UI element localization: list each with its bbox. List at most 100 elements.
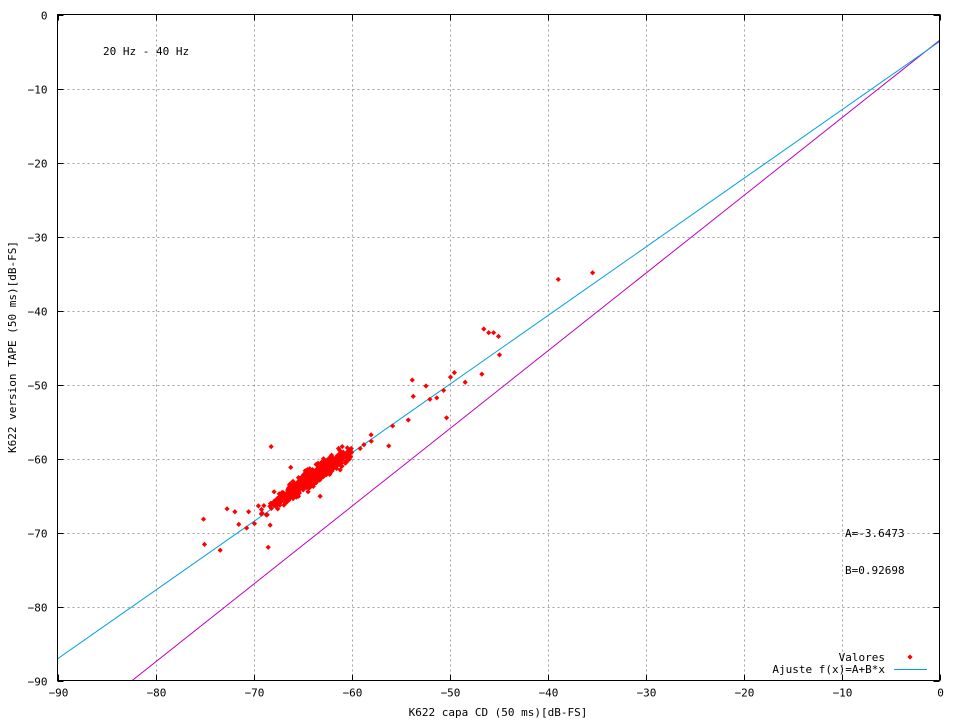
data-point <box>481 326 487 332</box>
data-point <box>307 466 313 472</box>
data-point <box>299 477 305 483</box>
data-point <box>246 509 252 515</box>
data-point <box>301 479 307 485</box>
data-point <box>317 493 323 499</box>
data-point <box>318 475 324 481</box>
data-point <box>311 481 317 488</box>
data-point <box>410 393 416 399</box>
data-point <box>297 480 303 486</box>
legend-label-ajuste: Ajuste f(x)=A+B*x <box>772 663 885 676</box>
data-point <box>346 456 352 462</box>
data-point <box>357 445 363 452</box>
data-point <box>434 395 440 401</box>
data-point <box>289 492 296 499</box>
data-point <box>268 444 274 450</box>
x-tick-label: −80 <box>147 687 167 700</box>
data-point <box>331 459 338 465</box>
reference-line <box>131 40 940 681</box>
fit-line <box>57 41 940 660</box>
data-point <box>302 468 308 474</box>
data-point <box>287 484 293 490</box>
data-point <box>311 478 317 484</box>
data-point <box>443 415 450 421</box>
data-point <box>368 438 374 444</box>
data-point <box>486 330 492 336</box>
x-tick-label: −40 <box>539 687 559 700</box>
data-point <box>288 464 294 470</box>
data-point <box>451 370 457 376</box>
data-point <box>264 512 270 518</box>
data-point <box>217 547 223 553</box>
data-point <box>555 276 561 283</box>
data-point <box>479 371 485 377</box>
data-point <box>290 487 296 493</box>
data-point <box>343 458 349 464</box>
tick-marks <box>57 14 941 682</box>
data-point <box>315 468 321 474</box>
data-point <box>292 483 299 490</box>
data-point <box>201 541 208 547</box>
x-tick-labels: −90 −80 −70 −60 −50 −40 −30 −20 −10 0 <box>49 687 944 700</box>
data-point <box>271 498 278 504</box>
y-axis-label: K622 version TAPE (50 ms)[dB-FS] <box>6 241 19 453</box>
data-point <box>313 461 320 468</box>
data-point <box>405 417 411 423</box>
data-point <box>255 503 261 509</box>
x-tick-label: −50 <box>441 687 461 700</box>
data-point <box>280 490 286 496</box>
coefficient-a-annotation: A=-3.6473 <box>845 527 905 540</box>
data-point <box>327 471 333 478</box>
data-point <box>348 454 354 460</box>
data-point <box>283 491 290 497</box>
data-point <box>261 503 267 509</box>
legend-diamond <box>907 654 913 660</box>
data-point <box>321 463 327 469</box>
data-point <box>327 459 334 465</box>
data-point <box>290 478 296 484</box>
data-point <box>316 465 323 471</box>
data-point <box>290 490 296 496</box>
data-point <box>277 502 283 508</box>
data-point <box>386 443 392 449</box>
data-point <box>320 456 327 462</box>
y-tick-label: −60 <box>28 454 48 467</box>
x-axis-label: K622 capa CD (50 ms)[dB-FS] <box>409 706 588 719</box>
data-point <box>296 485 302 492</box>
data-point <box>274 501 280 508</box>
y-tick-label: −40 <box>28 306 48 319</box>
data-point <box>305 489 311 495</box>
data-point <box>290 496 296 502</box>
data-point <box>315 460 321 466</box>
data-point <box>441 387 447 394</box>
data-point <box>277 495 283 501</box>
data-point <box>272 502 278 509</box>
coefficient-b-annotation: B=0.92698 <box>845 564 905 577</box>
data-point <box>589 270 596 276</box>
data-point <box>268 505 274 512</box>
data-point <box>259 510 265 516</box>
data-point <box>491 330 497 336</box>
data-point <box>368 432 374 438</box>
data-point <box>409 377 415 383</box>
y-tick-label: −80 <box>28 602 48 615</box>
frequency-band-annotation: 20 Hz - 40 Hz <box>103 45 189 58</box>
data-point <box>462 379 468 385</box>
data-point <box>337 450 343 456</box>
data-point <box>335 454 341 460</box>
x-tick-label: 0 <box>937 687 944 700</box>
data-point <box>326 462 332 468</box>
data-point <box>337 467 343 473</box>
data-point <box>305 481 311 487</box>
x-tick-label: −10 <box>833 687 853 700</box>
data-point <box>267 522 273 528</box>
data-point <box>496 352 503 358</box>
y-tick-label: 0 <box>41 10 48 23</box>
data-point <box>276 498 282 504</box>
data-point <box>390 423 396 429</box>
data-point <box>329 468 335 474</box>
y-tick-label: −20 <box>28 158 48 171</box>
legend: Valores Ajuste f(x)=A+B*x <box>772 651 927 676</box>
legend-label-valores: Valores <box>839 651 885 664</box>
data-point <box>267 500 274 507</box>
